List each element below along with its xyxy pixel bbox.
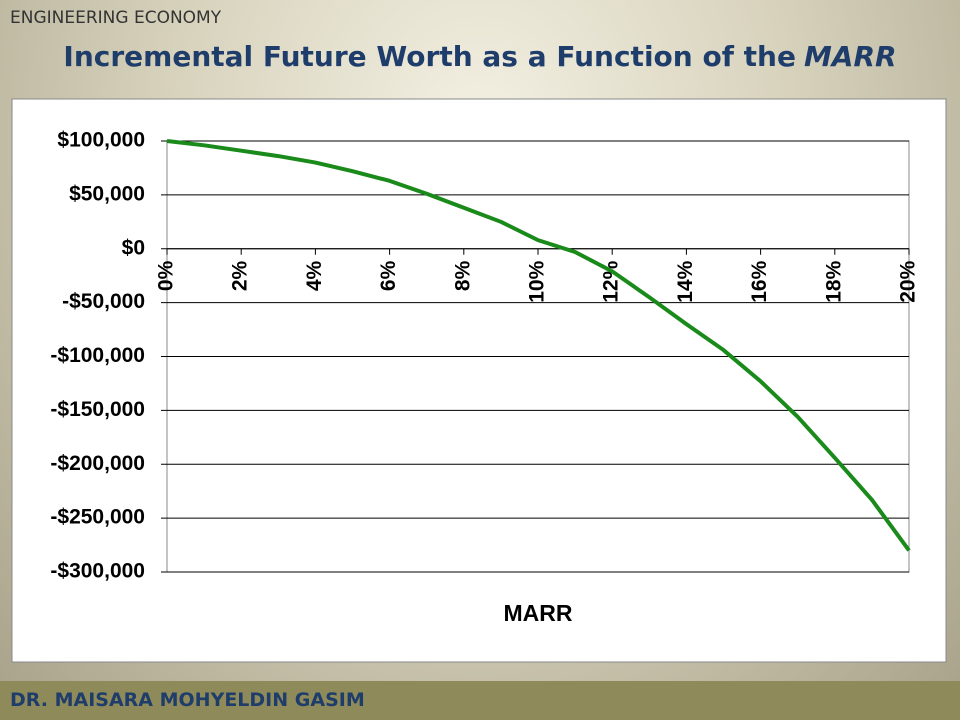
x-tick-label: 2% xyxy=(229,260,252,291)
footer: DR. MAISARA MOHYELDIN GASIM xyxy=(10,689,365,711)
y-tick-label: -$200,000 xyxy=(50,452,145,475)
x-tick-label: 6% xyxy=(377,260,400,291)
y-tick-label: -$250,000 xyxy=(50,506,145,529)
y-tick-label: $0 xyxy=(122,236,145,259)
x-tick-label: 8% xyxy=(451,260,474,291)
title-italic: MARR xyxy=(803,40,897,73)
x-tick-label: 12% xyxy=(600,260,623,302)
x-tick-label: 16% xyxy=(748,260,771,302)
y-tick-label: -$150,000 xyxy=(50,398,145,421)
x-tick-label: 18% xyxy=(822,260,845,302)
x-tick-label: 0% xyxy=(155,260,178,291)
header: ENGINEERING ECONOMY xyxy=(10,8,222,28)
y-tick-label: $100,000 xyxy=(57,129,145,152)
x-tick-label: 20% xyxy=(897,260,920,302)
y-tick-label: $50,000 xyxy=(69,182,145,205)
y-tick-label: -$100,000 xyxy=(50,344,145,367)
x-tick-label: 4% xyxy=(303,260,326,291)
x-axis-title: MARR xyxy=(504,600,573,626)
y-tick-label: -$50,000 xyxy=(62,290,145,313)
slide-title: Incremental Future Worth as a Function o… xyxy=(0,40,960,73)
y-tick-label: -$300,000 xyxy=(50,560,145,583)
x-tick-label: 10% xyxy=(526,260,549,302)
data-line xyxy=(166,139,911,552)
footer-band: DR. MAISARA MOHYELDIN GASIM xyxy=(0,681,960,720)
x-tick-label: 14% xyxy=(674,260,697,302)
title-text: Incremental Future Worth as a Function o… xyxy=(63,40,796,73)
